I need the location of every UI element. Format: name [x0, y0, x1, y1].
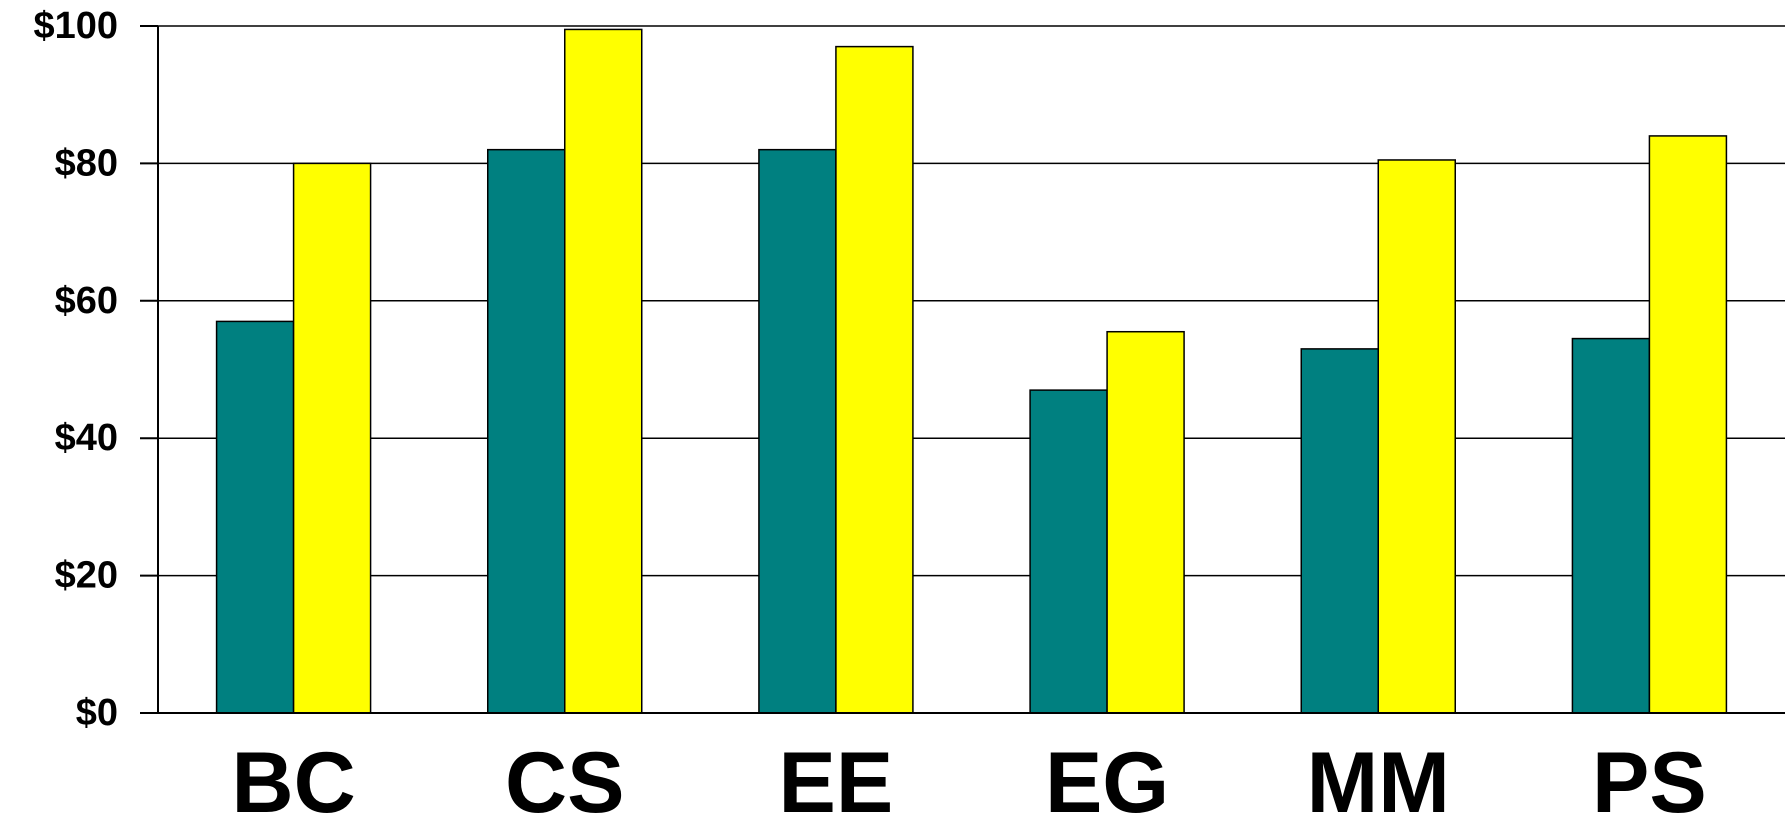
y-tick-label: $60	[55, 280, 118, 322]
bar-cs-series-1	[487, 148, 566, 714]
y-tick-label: $80	[55, 142, 118, 184]
y-tick-label: $40	[55, 417, 118, 459]
bar-eg-series-1	[1029, 389, 1108, 714]
y-tick-labels: $0 $20 $40 $60 $80 $100	[33, 5, 118, 734]
y-tick-label: $100	[33, 5, 118, 47]
bar-mm-series-1	[1300, 348, 1379, 714]
bar-eg-series-2	[1106, 330, 1185, 714]
x-tick-label: EG	[1045, 735, 1169, 819]
bar-bc-series-2	[292, 162, 372, 714]
y-tick-label: $20	[55, 555, 118, 597]
bar-ps-series-1	[1571, 337, 1651, 714]
x-tick-label: PS	[1592, 735, 1707, 819]
x-tick-label: BC	[231, 735, 355, 819]
bar-bc-series-1	[215, 320, 295, 714]
x-tick-labels: BC CS EE EG MM PS	[231, 735, 1706, 819]
bar-cs-series-2	[564, 28, 643, 714]
bar-ee-series-2	[835, 45, 914, 714]
bars	[215, 28, 1728, 714]
bar-ee-series-1	[758, 148, 837, 714]
y-tick-label: $0	[76, 692, 118, 734]
x-tick-label: EE	[779, 735, 894, 819]
x-tick-label: CS	[505, 735, 624, 819]
x-tick-label: MM	[1307, 735, 1450, 819]
bar-ps-series-2	[1648, 135, 1728, 714]
gridlines	[158, 25, 1785, 714]
bar-mm-series-2	[1377, 159, 1456, 714]
axes	[140, 25, 1785, 714]
